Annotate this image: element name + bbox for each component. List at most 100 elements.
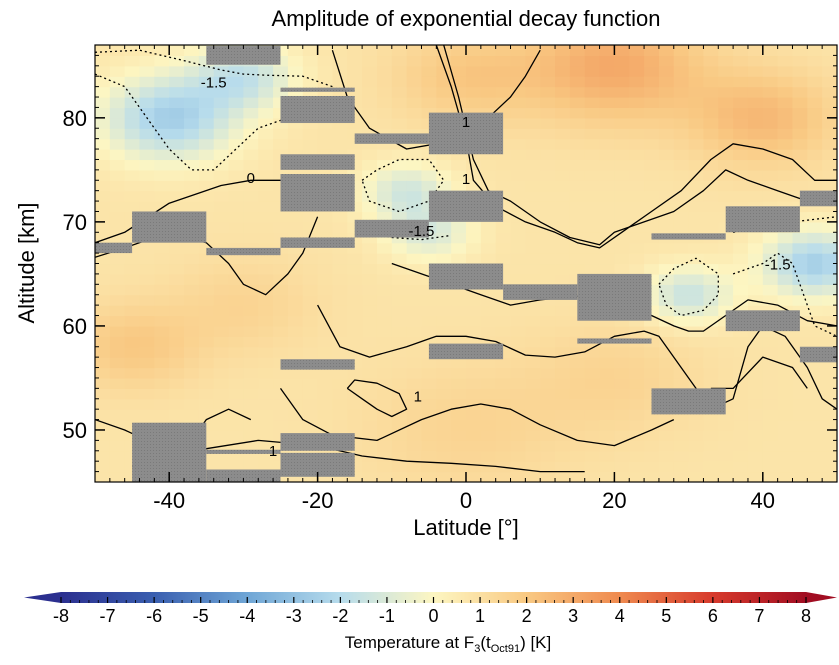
heatmap-cell [629,169,645,181]
heatmap-cell [95,315,111,327]
heatmap-cell [184,159,200,171]
heatmap-cell [95,55,111,67]
colorbar-tick-label: -1 [379,606,395,626]
heatmap-cell [302,253,319,265]
heatmap-cell [495,169,512,181]
heatmap-cell [124,336,141,348]
heatmap-cell [184,367,200,379]
heatmap-cell [213,429,230,441]
heatmap-cell [777,117,794,129]
heatmap-cell [198,221,215,233]
heatmap-cell [213,461,230,473]
heatmap-cell [228,263,244,275]
heatmap-cell [807,461,823,473]
heatmap-cell [599,169,615,181]
heatmap-cell [228,201,244,213]
heatmap-cell [703,461,719,473]
heatmap-cell [777,169,794,181]
heatmap-cell [317,409,334,421]
heatmap-cell [347,169,363,181]
heatmap-cell [109,294,126,306]
heatmap-cell [525,273,541,285]
heatmap-cell [376,117,393,129]
heatmap-cell [124,86,141,98]
heatmap-cell [569,97,586,109]
heatmap-cell [510,149,526,161]
heatmap-cell [762,461,779,473]
heatmap-cell [822,450,837,462]
heatmap-cell [213,149,230,161]
heatmap-cell [644,128,660,140]
heatmap-cell [347,97,363,109]
heatmap-cell [599,263,615,275]
heatmap-cell [139,253,155,265]
heatmap-cell [673,97,690,109]
heatmap-cell [540,357,556,369]
heatmap-cell [95,357,111,369]
heatmap-cell [198,138,215,150]
heatmap-cell [807,357,823,369]
heatmap-cell [569,242,586,254]
heatmap-cell [644,190,660,202]
heatmap-cell [243,263,259,275]
heatmap-cell [317,55,334,67]
heatmap-cell [184,201,200,213]
heatmap-cell [569,409,586,421]
heatmap-cell [525,429,541,441]
heatmap-cell [718,357,734,369]
heatmap-cell [777,398,794,410]
heatmap-cell [718,97,734,109]
heatmap-cell [362,419,378,431]
heatmap-cell [569,388,586,400]
heatmap-cell [154,128,170,140]
heatmap-cell [376,398,393,410]
heatmap-cell [629,388,645,400]
heatmap-cell [198,388,215,400]
heatmap-cell [762,377,779,389]
heatmap-cell [495,55,512,67]
heatmap-cell [673,461,690,473]
heatmap-cell [139,201,155,213]
x-tick-label: 0 [460,488,472,513]
heatmap-cell [406,461,423,473]
heatmap-cell [658,294,675,306]
heatmap-cell [555,294,571,306]
heatmap-cell [169,55,185,67]
heatmap-cell [629,180,645,192]
heatmap-cell [436,305,452,317]
heatmap-cell [599,409,615,421]
heatmap-cell [228,336,244,348]
heatmap-cell [495,263,512,275]
heatmap-cell [436,76,452,88]
heatmap-cell [376,409,393,421]
heatmap-cell [95,263,111,275]
heatmap-cell [658,346,675,358]
heatmap-cell [495,221,512,233]
heatmap-cell [569,45,586,57]
heatmap-cell [658,221,675,233]
heatmap-cell [599,97,615,109]
heatmap-cell [747,419,764,431]
heatmap-cell [421,367,437,379]
heatmap-cell [169,409,185,421]
colorbar-tick-label: 6 [708,606,718,626]
heatmap-cell [614,97,630,109]
heatmap-cell [198,398,215,410]
heatmap-cell [495,242,512,254]
heatmap-cell [124,294,141,306]
heatmap-cell [718,398,734,410]
heatmap-cell [599,419,615,431]
heatmap-cell [198,440,215,452]
heatmap-cell [317,294,334,306]
heatmap-cell [273,336,289,348]
heatmap-cell [569,232,586,244]
heatmap-cell [792,367,808,379]
contour-label: 1 [462,171,470,188]
heatmap-cell [95,429,111,441]
heatmap-cell [658,429,675,441]
heatmap-cell [555,398,571,410]
heatmap-cell [555,336,571,348]
colorbar-tick-label: 1 [475,606,485,626]
heatmap-cell [703,367,719,379]
heatmap-cell [139,398,155,410]
